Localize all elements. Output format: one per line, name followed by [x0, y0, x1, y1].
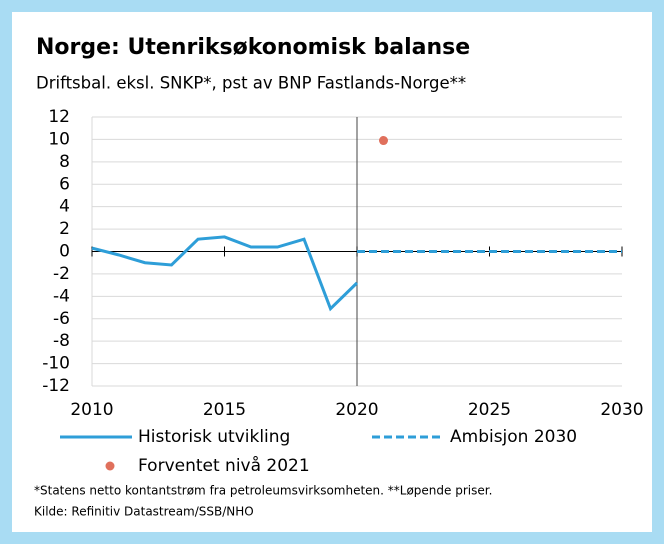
- y-tick-label: 10: [48, 129, 70, 149]
- source: Kilde: Refinitiv Datastream/SSB/NHO: [34, 505, 254, 519]
- y-tick-label: 2: [59, 219, 70, 239]
- y-tick-label: 4: [59, 197, 70, 217]
- y-tick-label: -6: [53, 309, 70, 329]
- line: [91, 235, 359, 312]
- x-tick-label: 2015: [203, 400, 246, 420]
- legend-label: Ambisjon 2030: [450, 427, 577, 447]
- panel: [12, 12, 652, 532]
- chart-subtitle: Driftsbal. eksl. SNKP*, pst av BNP Fastl…: [36, 74, 466, 93]
- y-tick-label: 0: [59, 242, 70, 262]
- marker: [379, 136, 388, 146]
- legend-label: Forventet nivå 2021: [138, 455, 310, 476]
- x-tick-label: 2030: [600, 400, 643, 420]
- chart-title: Norge: Utenriksøkonomisk balanse: [36, 35, 470, 60]
- legend-marker: [105, 461, 115, 471]
- y-tick-label: -10: [42, 354, 70, 374]
- legend-label: Historisk utvikling: [138, 427, 290, 447]
- x-tick-label: 2010: [70, 400, 113, 420]
- y-tick-label: -12: [42, 376, 70, 396]
- x-tick-label: 2020: [335, 400, 378, 420]
- footnote: *Statens netto kontantstrøm fra petroleu…: [34, 484, 492, 498]
- x-tick-label: 2025: [468, 400, 511, 420]
- y-tick-label: -4: [53, 286, 70, 306]
- y-tick-label: 8: [59, 152, 70, 172]
- y-tick-label: -2: [53, 264, 70, 284]
- y-tick-label: -8: [53, 331, 70, 351]
- y-tick-label: 6: [59, 174, 70, 194]
- y-tick-label: 12: [48, 107, 70, 127]
